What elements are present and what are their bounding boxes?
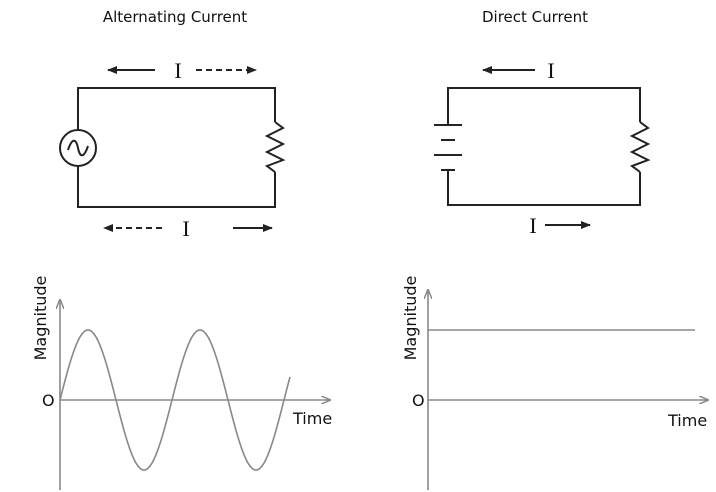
x-axis-label: Time [292, 409, 332, 428]
x-axis-label: Time [667, 411, 707, 430]
ac-circuit [59, 87, 286, 208]
current-label: I [547, 58, 554, 83]
ac-graph [60, 300, 330, 490]
y-axis-label: Magnitude [31, 276, 50, 361]
origin-label: O [412, 391, 425, 410]
current-label: I [174, 58, 181, 83]
dc-graph [428, 290, 708, 490]
dc-circuit [434, 87, 651, 206]
y-axis-label: Magnitude [401, 276, 420, 361]
origin-label: O [42, 391, 55, 410]
panel-title: Direct Current [482, 8, 588, 26]
panel-title: Alternating Current [103, 8, 247, 26]
current-label: I [182, 216, 189, 241]
current-label: I [529, 213, 536, 238]
